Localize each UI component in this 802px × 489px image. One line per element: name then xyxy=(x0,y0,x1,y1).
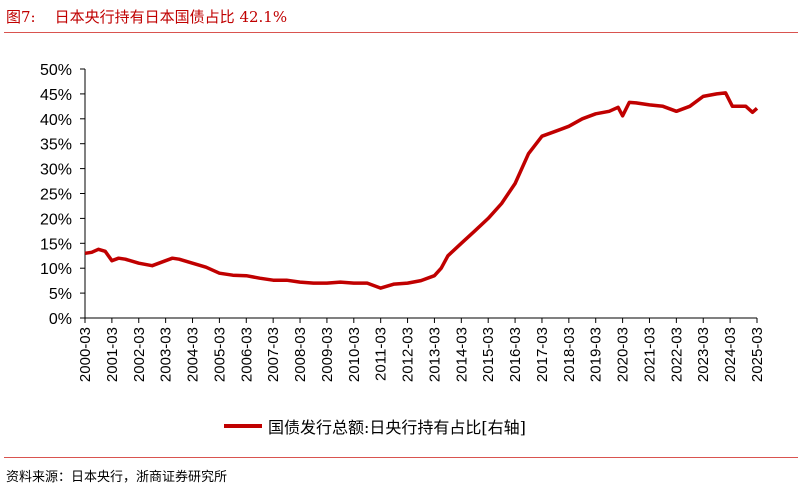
y-tick-label: 45% xyxy=(40,87,72,104)
x-tick-label: 2006-03 xyxy=(238,327,255,382)
y-tick-label: 50% xyxy=(40,62,72,79)
line-chart: 0% 5% 10% 15% 20% 25% 30% 35% 40% 45% 50% 2000-03 20… xyxy=(40,62,766,382)
x-tick-label: 2014-03 xyxy=(453,327,470,382)
x-tick-label: 2007-03 xyxy=(265,327,282,382)
y-tick-label: 20% xyxy=(40,211,72,228)
y-tick-label: 15% xyxy=(40,236,72,253)
x-tick-label: 2012-03 xyxy=(400,327,417,382)
y-tick-label: 0% xyxy=(49,311,72,328)
x-tick-label: 2021-03 xyxy=(641,327,658,382)
legend-swatch xyxy=(224,424,262,428)
bottom-divider xyxy=(4,457,798,458)
figure-title: 图7: 日本央行持有日本国债占比 42.1% xyxy=(6,8,288,26)
y-tick-label: 30% xyxy=(40,162,72,179)
x-tick-label: 2004-03 xyxy=(185,327,202,382)
x-tick-label: 2018-03 xyxy=(561,327,578,382)
x-tick-label: 2008-03 xyxy=(292,327,309,382)
x-tick-label: 2002-03 xyxy=(131,327,148,382)
x-tick-label: 2013-03 xyxy=(426,327,443,382)
legend: 国债发行总额:日央行持有占比[右轴] xyxy=(224,414,526,438)
source-note: 资料来源：日本央行，浙商证券研究所 xyxy=(6,470,228,485)
x-tick-label: 2010-03 xyxy=(346,327,363,382)
top-divider xyxy=(4,32,798,33)
y-tick-label: 5% xyxy=(49,286,72,303)
x-tick-label: 2025-03 xyxy=(749,327,766,382)
x-tick-label: 2005-03 xyxy=(211,327,228,382)
y-tick-label: 35% xyxy=(40,137,72,154)
x-tick-label: 2001-03 xyxy=(104,327,121,382)
y-tick-label: 10% xyxy=(40,261,72,278)
x-tick-label: 2017-03 xyxy=(534,327,551,382)
x-tick-label: 2023-03 xyxy=(695,327,712,382)
x-tick-label: 2011-03 xyxy=(373,327,390,381)
series-line xyxy=(84,91,759,290)
x-tick-label: 2019-03 xyxy=(588,327,605,382)
x-tick-label: 2000-03 xyxy=(77,327,94,382)
x-tick-label: 2022-03 xyxy=(668,327,685,382)
y-tick-label: 25% xyxy=(40,187,72,204)
x-tick-label: 2003-03 xyxy=(158,327,175,382)
x-tick-label: 2016-03 xyxy=(507,327,524,382)
x-tick-label: 2009-03 xyxy=(319,327,336,382)
x-tick-label: 2015-03 xyxy=(480,327,497,382)
legend-label: 国债发行总额:日央行持有占比[右轴] xyxy=(268,418,526,437)
x-tick-label: 2024-03 xyxy=(722,327,739,382)
y-tick-label: 40% xyxy=(40,112,72,129)
x-tick-label: 2020-03 xyxy=(615,327,632,382)
